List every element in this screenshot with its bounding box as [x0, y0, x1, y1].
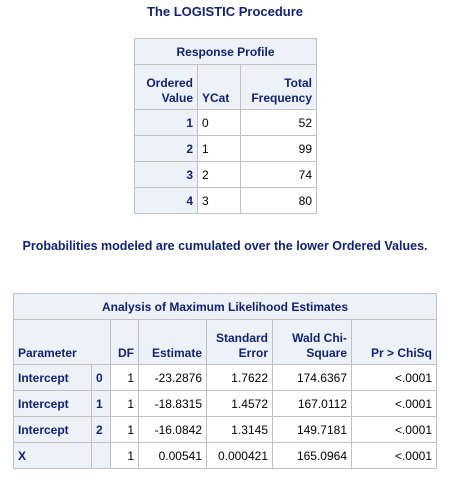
cell: 174.6367 [272, 364, 352, 391]
column-header: YCat [197, 64, 241, 110]
cell: 80 [239, 187, 318, 214]
table-head: Analysis of Maximum Likelihood Estimates… [12, 293, 438, 365]
cell: -16.0842 [138, 416, 207, 443]
cell: 3 [197, 187, 241, 214]
caption-row: Response Profile [133, 38, 318, 65]
row-header: 0 [91, 364, 111, 391]
cell: 165.0964 [272, 442, 352, 469]
cell: 1 [110, 364, 139, 391]
column-header: Estimate [138, 319, 207, 365]
procedure-title: The LOGISTIC Procedure [146, 4, 304, 19]
column-header: Pr > ChiSq [350, 319, 438, 365]
header-row: Ordered Value YCat Total Frequency [134, 64, 318, 110]
data-row: 2 1 99 [134, 135, 318, 162]
cell: -23.2876 [138, 364, 207, 391]
table-body: Intercept 0 1 -23.2876 1.7622 174.6367 <.0001 I… [13, 364, 438, 469]
row-header: 2 [91, 416, 111, 443]
cell: <.0001 [350, 390, 438, 417]
row-header: 2 [134, 135, 198, 162]
cell: 1 [110, 442, 139, 469]
cell: 0.00541 [138, 442, 207, 469]
row-header [91, 442, 111, 469]
table-caption: Response Profile [133, 38, 318, 65]
cell: 149.7181 [272, 416, 352, 443]
row-header: 1 [91, 390, 111, 417]
data-row: 3 2 74 [134, 161, 318, 188]
cell: 74 [239, 161, 318, 188]
column-header: Standard Error [206, 319, 273, 365]
table-body: 1 0 52 2 1 99 3 2 74 4 3 80 [134, 109, 318, 214]
row-header: Intercept [13, 416, 92, 443]
column-header: DF [110, 319, 139, 365]
column-header: Total Frequency [239, 64, 318, 110]
cell: 1.4572 [206, 390, 273, 417]
row-header: 4 [134, 187, 198, 214]
cell: 1 [197, 135, 241, 162]
table-caption: Analysis of Maximum Likelihood Estimates [12, 293, 438, 320]
cell: 1.7622 [206, 364, 273, 391]
cell: 0.000421 [206, 442, 273, 469]
data-row: Intercept 0 1 -23.2876 1.7622 174.6367 <.0001 [13, 364, 438, 391]
caption-row: Analysis of Maximum Likelihood Estimates [12, 293, 438, 320]
response-profile-table: Response Profile Ordered Value YCat Tota… [133, 38, 318, 214]
column-header: Wald Chi-Square [272, 319, 352, 365]
note: Probabilities modeled are cumulated over… [22, 239, 428, 253]
cell: 0 [197, 109, 241, 136]
cell: <.0001 [350, 416, 438, 443]
cell: -18.8315 [138, 390, 207, 417]
data-row: Intercept 1 1 -18.8315 1.4572 167.0112 <.0001 [13, 390, 438, 417]
cell: 1.3145 [206, 416, 273, 443]
data-row: Intercept 2 1 -16.0842 1.3145 149.7181 <.0001 [13, 416, 438, 443]
cell: <.0001 [350, 364, 438, 391]
cell: 1 [110, 416, 139, 443]
cell: <.0001 [350, 442, 438, 469]
row-header: Intercept [13, 390, 92, 417]
data-row: X 1 0.00541 0.000421 165.0964 <.0001 [13, 442, 438, 469]
header-row: Parameter DF Estimate Standard Error Wal… [13, 319, 438, 365]
cell: 1 [110, 390, 139, 417]
column-header: Parameter [13, 319, 111, 365]
cell: 167.0112 [272, 390, 352, 417]
data-row: 1 0 52 [134, 109, 318, 136]
row-header: X [13, 442, 92, 469]
row-header: 1 [134, 109, 198, 136]
table-head: Response Profile Ordered Value YCat Tota… [133, 38, 318, 110]
data-row: 4 3 80 [134, 187, 318, 214]
cell: 2 [197, 161, 241, 188]
column-header: Ordered Value [134, 64, 198, 110]
cell: 52 [239, 109, 318, 136]
cell: 99 [239, 135, 318, 162]
row-header: Intercept [13, 364, 92, 391]
row-header: 3 [134, 161, 198, 188]
estimates-table: Analysis of Maximum Likelihood Estimates… [12, 293, 438, 469]
